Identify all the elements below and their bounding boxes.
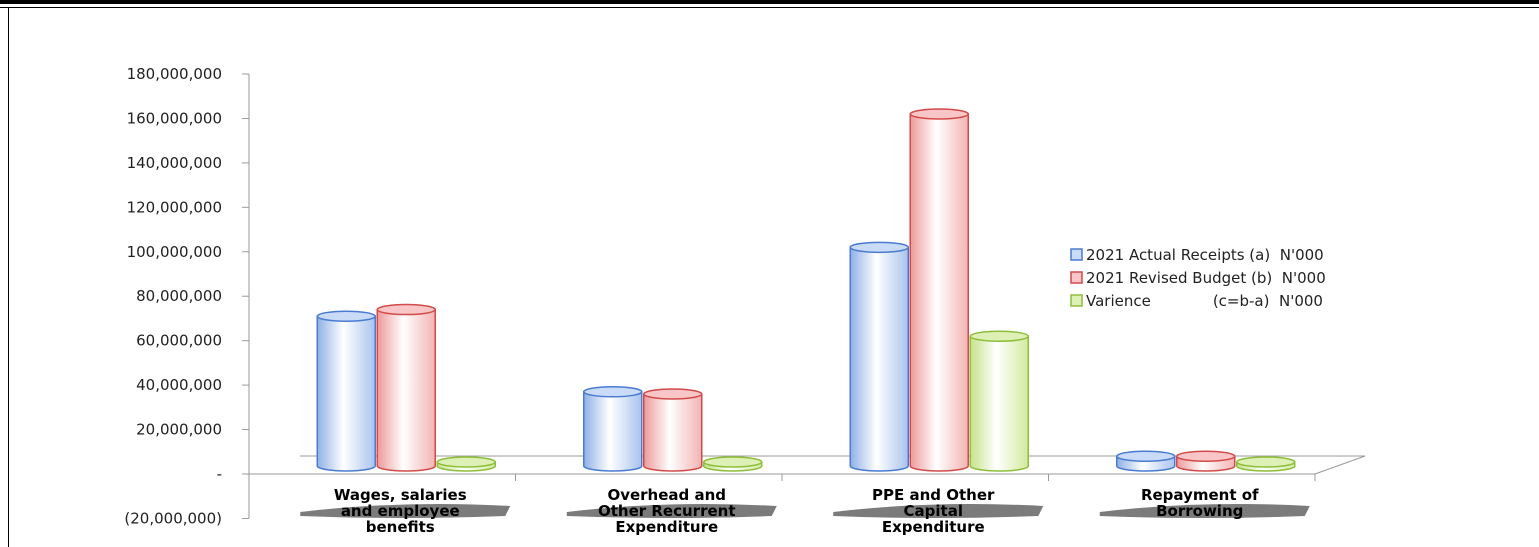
frame-left-border (8, 8, 9, 547)
label-shadow (300, 504, 511, 518)
y-tick-label: (20,000,000) (124, 509, 222, 527)
legend-item-0: 2021 Actual Receipts (a) N'000 (1070, 246, 1324, 264)
legend-swatch (1070, 271, 1083, 284)
legend-label: 2021 Revised Budget (b) N'000 (1086, 269, 1326, 287)
floor-side-line (1314, 455, 1366, 475)
label-shadow (833, 504, 1044, 518)
y-tick-label: 60,000,000 (136, 332, 222, 350)
category-label-line: PPE and Other (872, 486, 995, 504)
bar-1-2 (703, 456, 763, 472)
bars (316, 108, 1296, 472)
bar-top (969, 330, 1029, 342)
bar-body (376, 308, 436, 472)
bar-2-1 (909, 108, 969, 472)
bar-body (849, 246, 909, 472)
y-tick-label: 160,000,000 (127, 109, 222, 127)
bar-1-0 (583, 386, 643, 472)
bar-top (436, 456, 496, 468)
category-label-line: Other Recurrent (598, 502, 736, 520)
y-tick-label: - (217, 465, 222, 483)
legend-item-1: 2021 Revised Budget (b) N'000 (1070, 269, 1326, 287)
bar-body (583, 391, 643, 472)
category-label-line: Overhead and (607, 486, 726, 504)
bar-0-0 (316, 310, 376, 472)
y-tick-label: 120,000,000 (127, 198, 222, 216)
y-tick-label: 40,000,000 (136, 376, 222, 394)
category-label-line: Capital (904, 502, 963, 520)
legend: 2021 Actual Receipts (a) N'000 2021 Revis… (1070, 246, 1326, 310)
y-tick-label: 180,000,000 (127, 65, 222, 83)
bar-top (583, 386, 643, 398)
bar-3-2 (1236, 456, 1296, 472)
bar-3-0 (1116, 450, 1176, 472)
legend-label: Varience (c=b-a) N'000 (1086, 292, 1323, 310)
y-tick-label: 140,000,000 (127, 154, 222, 172)
label-shadow (566, 504, 777, 518)
bar-top (316, 310, 376, 322)
category-label-line: Expenditure (615, 518, 718, 536)
bar-1-1 (643, 388, 703, 472)
frame-top-inner-border (0, 7, 1539, 8)
y-axis: (20,000,000) - 20,000,000 40,000,000 60,000,… (124, 65, 250, 527)
y-tick-label: 80,000,000 (136, 287, 222, 305)
bar-0-1 (376, 303, 436, 472)
y-tick-label: 100,000,000 (127, 243, 222, 261)
legend-label: 2021 Actual Receipts (a) N'000 (1086, 246, 1324, 264)
bar-top (643, 388, 703, 400)
bar-body (316, 315, 376, 472)
bar-body (969, 335, 1029, 472)
bar-0-2 (436, 456, 496, 472)
category-label-line: benefits (366, 518, 435, 536)
bar-body (643, 393, 703, 472)
bar-top (1176, 450, 1236, 462)
legend-swatch (1070, 248, 1083, 261)
category-label-line: Borrowing (1156, 502, 1243, 520)
category-label-line: Expenditure (882, 518, 985, 536)
bar-3-1 (1176, 450, 1236, 472)
frame-top-border (0, 0, 1539, 4)
bar-top (703, 456, 763, 468)
y-tick-label: 20,000,000 (136, 421, 222, 439)
legend-swatch (1070, 294, 1083, 307)
bar-top (376, 303, 436, 316)
legend-item-2: Varience (c=b-a) N'000 (1070, 292, 1323, 310)
bar-2-0 (849, 241, 909, 472)
label-shadow (1099, 504, 1310, 518)
bar-top (1116, 450, 1176, 462)
bar-top (909, 108, 969, 120)
bar-top (849, 241, 909, 254)
bar-body (909, 113, 969, 472)
category-label-line: and employee (341, 502, 460, 520)
bar-2-2 (969, 330, 1029, 472)
category-label-line: Wages, salaries (334, 486, 467, 504)
bar-top (1236, 456, 1296, 468)
category-label-line: Repayment of (1141, 486, 1259, 504)
